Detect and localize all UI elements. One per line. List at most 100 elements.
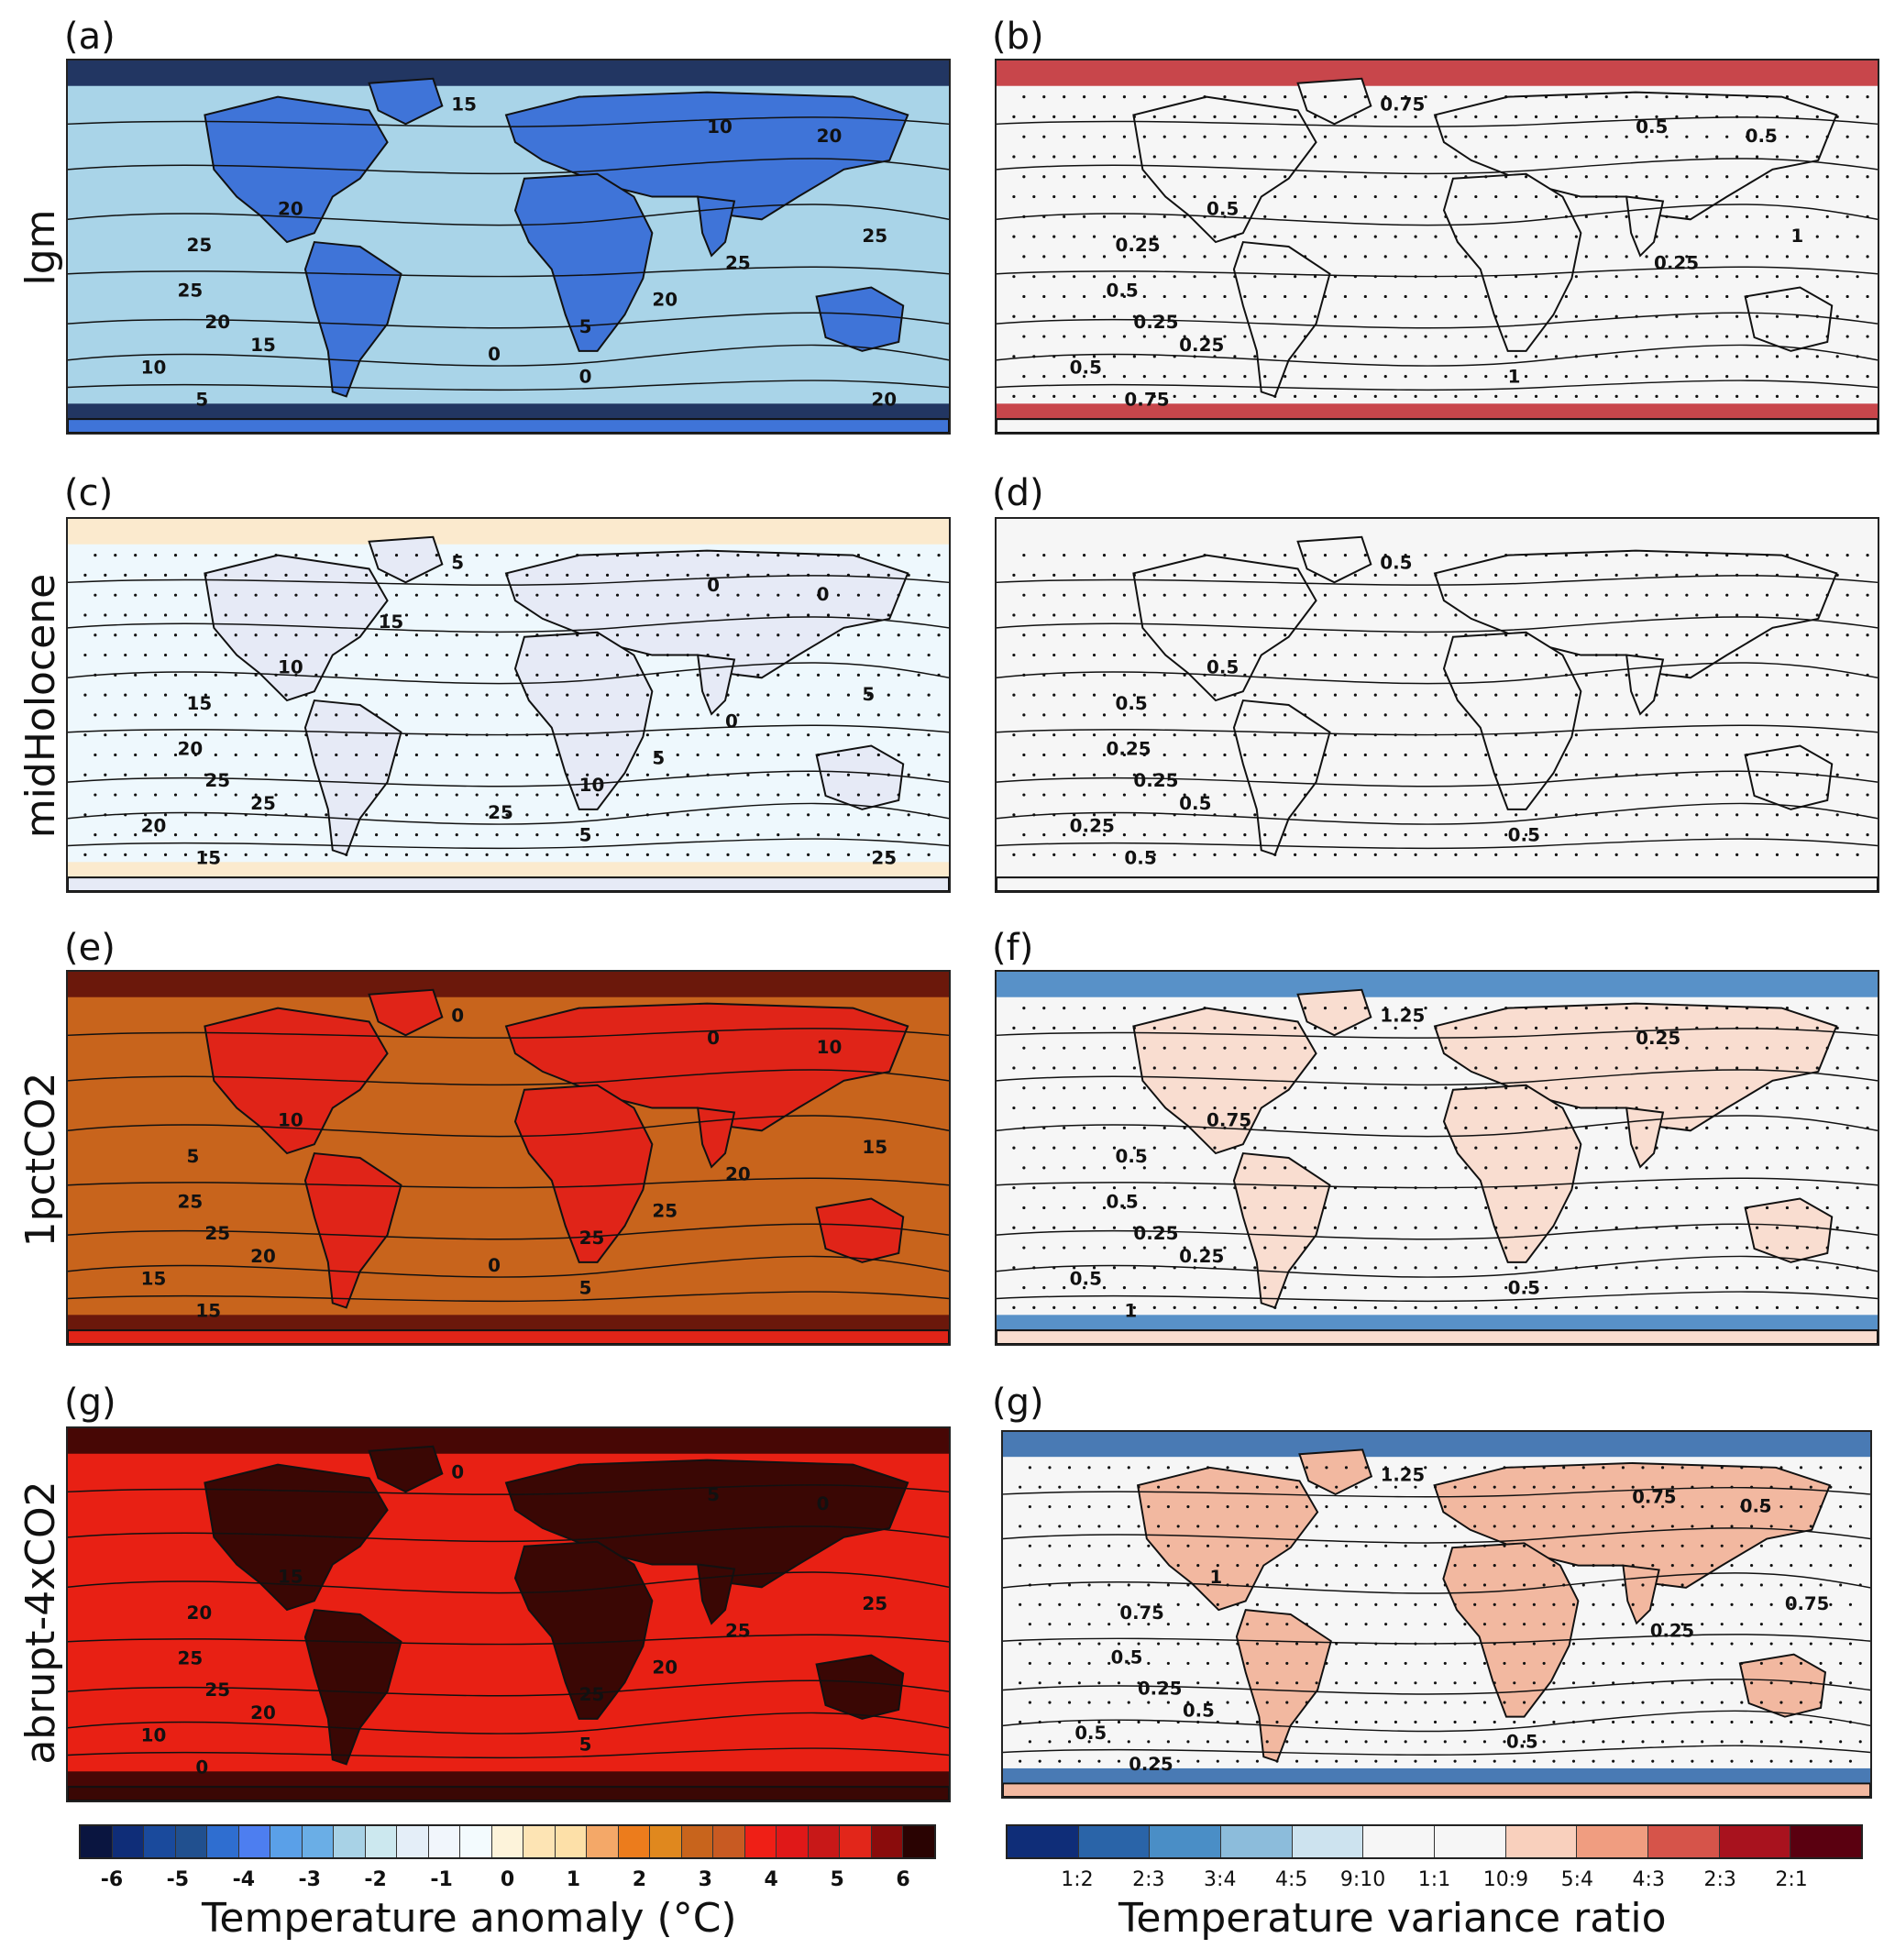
contour-label: 0.25: [1654, 253, 1699, 274]
contour-label: 0.5: [1115, 1146, 1147, 1167]
colorbar-swatch: [365, 1826, 398, 1857]
contour-line: [68, 802, 949, 825]
contour-line: [68, 1679, 949, 1697]
panel-letter-c: (c): [64, 472, 114, 514]
contour-label: 25: [579, 1684, 605, 1705]
colorbar-swatch: [144, 1826, 176, 1857]
contour-label: 0.25: [1650, 1620, 1694, 1641]
contour-label: 25: [178, 1192, 204, 1213]
contour-label: 20: [871, 389, 897, 410]
contour-line: [68, 1571, 949, 1594]
map-panel-g-right: 1.25 1 0.75 0.5 0.25 0.5 0.5 0.25 0.5 0.75 0.5 0.75…: [1001, 1430, 1872, 1799]
north-polar-band: [997, 61, 1878, 86]
contour-label: 25: [862, 226, 887, 247]
significance-stipple: [1012, 554, 1869, 856]
colorbar-tick-label: 2:3: [1703, 1868, 1736, 1891]
contour-label: 0.5: [1183, 1701, 1215, 1722]
colorbar-swatch: [1221, 1826, 1293, 1857]
contour-line: [997, 1223, 1878, 1240]
contour-label: 0.75: [1785, 1593, 1829, 1614]
contour-line: [997, 1028, 1878, 1039]
colorbar-tick-label: -6: [100, 1868, 124, 1891]
contour-line: [997, 1069, 1878, 1086]
colorbar-swatch: [618, 1826, 651, 1857]
contour-label: 20: [250, 1246, 276, 1267]
map-panel-e: 0 10 5 25 25 20 15 15 5 0 10 15 20 25 25 0: [66, 970, 951, 1346]
contour-label: 25: [579, 1228, 605, 1249]
contour-label: 25: [178, 281, 204, 302]
colorbar-swatch: [1292, 1826, 1364, 1857]
continent-north-america: [1132, 1007, 1317, 1155]
contour-line: [68, 838, 949, 850]
contour-label: 10: [707, 116, 733, 138]
colorbar-temperature-anomaly: [79, 1824, 936, 1859]
contour-label: 15: [186, 693, 212, 714]
contour-label: 0.25: [1133, 770, 1178, 791]
continent-india: [1625, 1107, 1665, 1169]
contour-label: 0.5: [1111, 1646, 1143, 1668]
colorbar-tick-label: 3: [698, 1868, 712, 1891]
contour-label: 0.25: [1636, 1028, 1680, 1049]
contour-line: [997, 1255, 1878, 1278]
continent-north-america: [204, 554, 389, 702]
contour-label: 0.75: [1206, 1109, 1251, 1130]
continent-india: [696, 195, 736, 258]
contour-line: [68, 1634, 949, 1646]
colorbar-swatch: [587, 1826, 619, 1857]
contour-label: 20: [186, 1602, 212, 1624]
colorbar-tick-label: 4:5: [1274, 1868, 1308, 1891]
colorbar-swatch: [175, 1826, 208, 1857]
contour-label: 0.5: [1508, 1278, 1540, 1299]
colorbar-tick-label: 6: [896, 1868, 910, 1891]
contour-label: 0.75: [1124, 389, 1169, 410]
colorbar-swatch: [650, 1826, 682, 1857]
contour-label: 1.25: [1381, 1464, 1425, 1485]
contour-label: 25: [204, 1223, 230, 1244]
contour-label: 0.25: [1138, 1678, 1182, 1699]
panel-letter-f: (f): [992, 927, 1034, 969]
row-label-1pctco2: 1pctCO2: [17, 1072, 64, 1248]
continent-africa: [1442, 172, 1582, 352]
contour-line: [68, 1069, 949, 1086]
contour-label: 0: [488, 344, 501, 365]
contour-label: 15: [195, 847, 221, 868]
continent-antarctica: [997, 1329, 1878, 1344]
contour-label: 15: [862, 1137, 887, 1158]
panel-letter-e: (e): [64, 927, 116, 969]
contour-label: 10: [278, 1109, 303, 1130]
colorbar-anomaly-title: Temperature anomaly (°C): [202, 1895, 737, 1942]
contour-label: 0: [725, 711, 738, 732]
north-polar-band: [68, 972, 949, 997]
contour-label: 0.5: [1740, 1495, 1772, 1516]
contour-line: [68, 1028, 949, 1039]
continent-africa: [513, 631, 654, 810]
contour-label: 1: [1209, 1567, 1222, 1588]
panel-letter-d: (d): [992, 472, 1044, 514]
contour-label: 10: [141, 358, 167, 379]
significance-stipple: [83, 554, 941, 856]
map-panel-c: 5 10 15 20 25 25 20 15 5 0 0 5 0 5 10 25 25 15: [66, 517, 951, 893]
contour-label: 10: [141, 1725, 167, 1746]
colorbar-swatch: [1577, 1826, 1649, 1857]
contour-line: [997, 724, 1878, 736]
colorbar-tick-label: -3: [298, 1868, 321, 1891]
contour-line: [997, 1177, 1878, 1189]
continent-india: [1622, 1564, 1660, 1625]
colorbar-swatch: [555, 1826, 588, 1857]
colorbar-tick-label: 1:1: [1417, 1868, 1451, 1891]
contour-line: [997, 158, 1878, 175]
contour-line: [997, 312, 1878, 329]
contour-line: [68, 1291, 949, 1303]
continent-africa: [1442, 1084, 1582, 1263]
contour-line: [68, 1115, 949, 1138]
colorbar-swatch: [81, 1826, 113, 1857]
colorbar-swatch: [713, 1826, 745, 1857]
contour-label: 5: [579, 1278, 592, 1299]
colorbar-swatch: [744, 1826, 777, 1857]
contour-line: [68, 312, 949, 329]
contour-line: [68, 1223, 949, 1240]
contour-label: 25: [488, 802, 513, 823]
colorbar-tick-label: 5: [830, 1868, 844, 1891]
contour-line: [997, 770, 1878, 787]
continent-north-america: [1132, 95, 1317, 244]
